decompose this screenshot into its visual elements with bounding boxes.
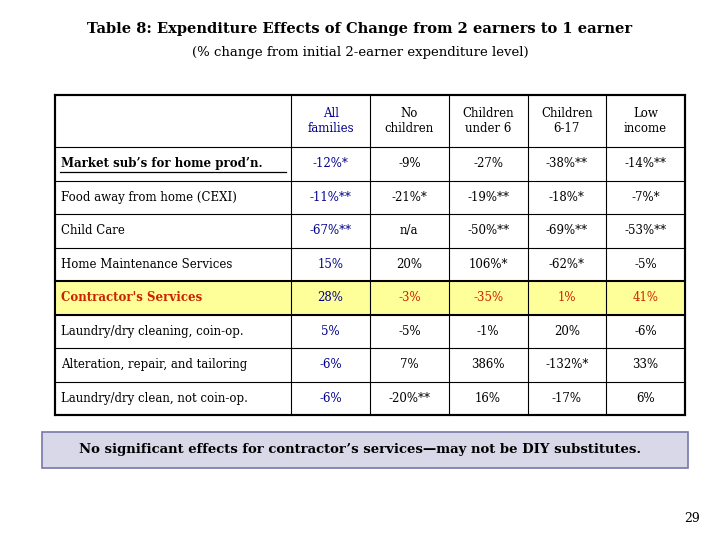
Text: 33%: 33% — [633, 358, 659, 372]
Text: Contractor's Services: Contractor's Services — [61, 291, 202, 304]
Text: Home Maintenance Services: Home Maintenance Services — [61, 258, 233, 271]
Text: Laundry/dry clean, not coin-op.: Laundry/dry clean, not coin-op. — [61, 392, 248, 405]
Text: -9%: -9% — [398, 157, 420, 170]
Text: -38%**: -38%** — [546, 157, 588, 170]
Text: -62%*: -62%* — [549, 258, 585, 271]
Text: Low
income: Low income — [624, 107, 667, 135]
Bar — [55, 281, 685, 314]
Text: Market sub’s for home prod’n.: Market sub’s for home prod’n. — [61, 157, 263, 170]
Text: -67%**: -67%** — [310, 224, 351, 237]
Text: Alteration, repair, and tailoring: Alteration, repair, and tailoring — [61, 358, 247, 372]
Text: -5%: -5% — [634, 258, 657, 271]
Text: 16%: 16% — [475, 392, 501, 405]
Text: Laundry/dry cleaning, coin-op.: Laundry/dry cleaning, coin-op. — [61, 325, 243, 338]
Text: -19%**: -19%** — [467, 191, 509, 204]
Text: Table 8: Expenditure Effects of Change from 2 earners to 1 earner: Table 8: Expenditure Effects of Change f… — [87, 22, 633, 36]
Text: 5%: 5% — [321, 325, 340, 338]
Text: No
children: No children — [384, 107, 434, 135]
Text: -1%: -1% — [477, 325, 500, 338]
Text: 20%: 20% — [397, 258, 423, 271]
Text: Children
under 6: Children under 6 — [462, 107, 514, 135]
Text: -7%*: -7%* — [631, 191, 660, 204]
Text: -17%: -17% — [552, 392, 582, 405]
Text: 1%: 1% — [557, 291, 576, 304]
Text: -69%**: -69%** — [546, 224, 588, 237]
Text: -3%: -3% — [398, 291, 420, 304]
Text: n/a: n/a — [400, 224, 418, 237]
Text: (% change from initial 2-earner expenditure level): (% change from initial 2-earner expendit… — [192, 46, 528, 59]
Text: -6%: -6% — [319, 392, 342, 405]
Text: -27%: -27% — [473, 157, 503, 170]
Text: -132%*: -132%* — [545, 358, 588, 372]
Text: Food away from home (CEXI): Food away from home (CEXI) — [61, 191, 237, 204]
Text: -11%**: -11%** — [310, 191, 351, 204]
Bar — [55, 95, 685, 415]
Text: All
families: All families — [307, 107, 354, 135]
Text: 28%: 28% — [318, 291, 343, 304]
Text: 15%: 15% — [318, 258, 343, 271]
Text: -20%**: -20%** — [388, 392, 431, 405]
Text: -18%*: -18%* — [549, 191, 585, 204]
Text: 386%: 386% — [472, 358, 505, 372]
Text: 7%: 7% — [400, 358, 419, 372]
Text: 20%: 20% — [554, 325, 580, 338]
Text: -12%*: -12%* — [312, 157, 348, 170]
Text: -21%*: -21%* — [392, 191, 427, 204]
Text: -35%: -35% — [473, 291, 503, 304]
Text: -6%: -6% — [634, 325, 657, 338]
Text: -50%**: -50%** — [467, 224, 509, 237]
Text: Children
6-17: Children 6-17 — [541, 107, 593, 135]
Text: 106%*: 106%* — [469, 258, 508, 271]
Text: Child Care: Child Care — [61, 224, 125, 237]
Text: -53%**: -53%** — [624, 224, 667, 237]
Bar — [42, 432, 688, 468]
Text: -6%: -6% — [319, 358, 342, 372]
Text: 41%: 41% — [633, 291, 659, 304]
Text: -5%: -5% — [398, 325, 420, 338]
Text: 29: 29 — [684, 512, 700, 525]
Text: 6%: 6% — [636, 392, 655, 405]
Text: No significant effects for contractor’s services—may not be DIY substitutes.: No significant effects for contractor’s … — [79, 443, 641, 456]
Text: -14%**: -14%** — [625, 157, 667, 170]
